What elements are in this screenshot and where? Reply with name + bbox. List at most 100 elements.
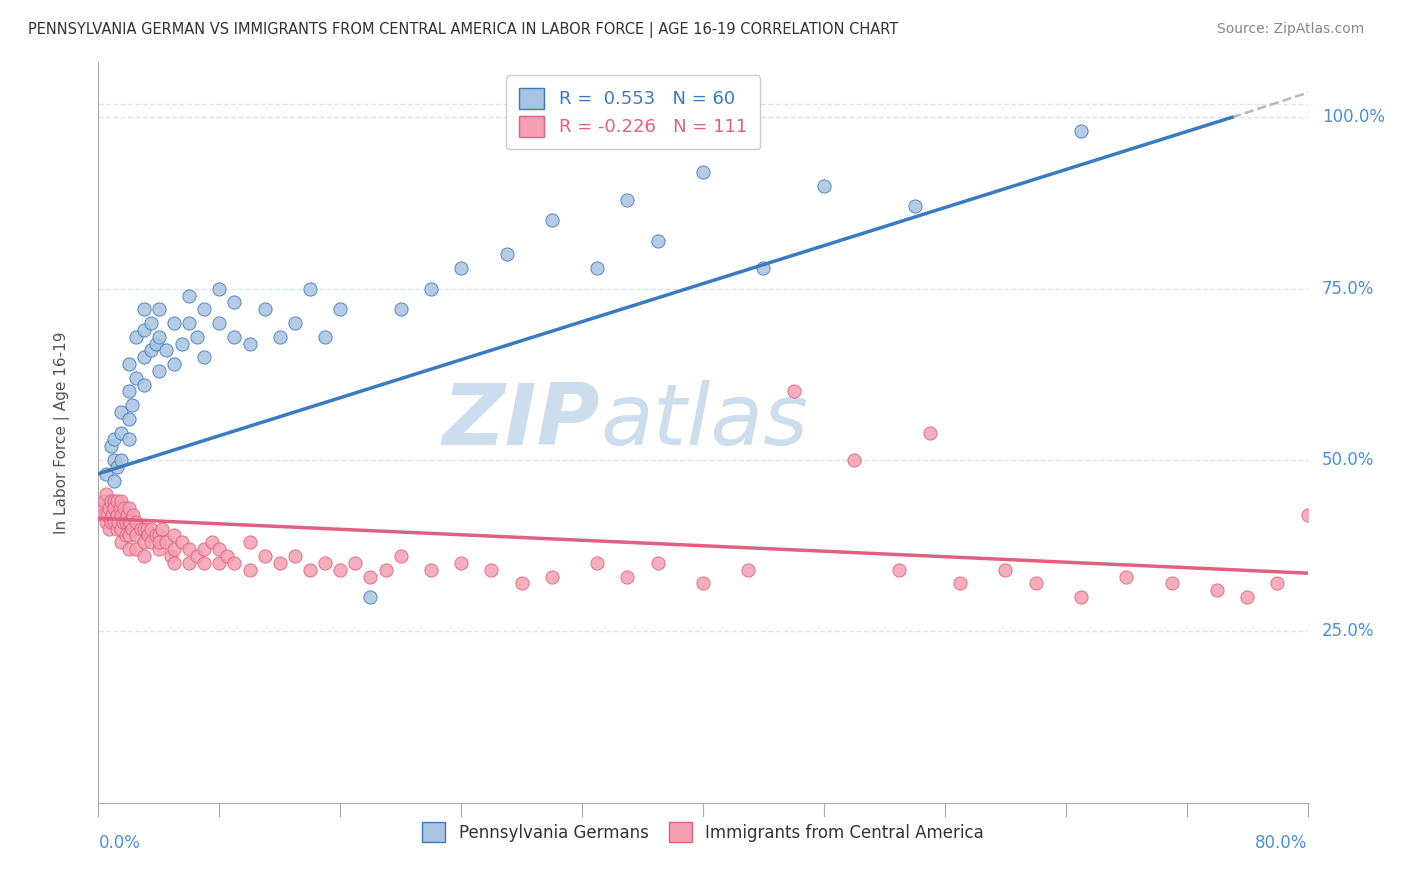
Point <box>163 316 186 330</box>
Point <box>94 467 117 481</box>
Point <box>101 508 124 522</box>
Point <box>105 508 128 522</box>
Text: 50.0%: 50.0% <box>1322 451 1375 469</box>
Point <box>110 535 132 549</box>
Point <box>118 515 141 529</box>
Text: ZIP: ZIP <box>443 380 600 463</box>
Point <box>121 398 143 412</box>
Point <box>314 329 336 343</box>
Point <box>118 501 141 516</box>
Point <box>110 425 132 440</box>
Point <box>215 549 238 563</box>
Point <box>1070 590 1092 604</box>
Point <box>103 515 125 529</box>
Point <box>844 453 866 467</box>
Point <box>105 494 128 508</box>
Point <box>125 329 148 343</box>
Point <box>284 549 307 563</box>
Point <box>1160 576 1182 591</box>
Point <box>224 556 246 570</box>
Point <box>616 193 638 207</box>
Point <box>105 522 128 536</box>
Point <box>450 261 472 276</box>
Point <box>148 364 170 378</box>
Point <box>91 508 114 522</box>
Text: In Labor Force | Age 16-19: In Labor Force | Age 16-19 <box>55 331 70 534</box>
Point <box>586 261 609 276</box>
Point <box>105 459 128 474</box>
Point <box>125 542 148 557</box>
Point <box>224 295 246 310</box>
Text: atlas: atlas <box>600 380 808 463</box>
Point <box>783 384 806 399</box>
Point <box>98 501 121 516</box>
Point <box>114 515 136 529</box>
Point <box>186 549 208 563</box>
Point <box>108 501 131 516</box>
Text: 75.0%: 75.0% <box>1322 280 1375 298</box>
Point <box>132 323 155 337</box>
Point <box>118 384 141 399</box>
Point <box>125 515 148 529</box>
Point <box>737 563 759 577</box>
Legend: Pennsylvania Germans, Immigrants from Central America: Pennsylvania Germans, Immigrants from Ce… <box>413 814 993 850</box>
Point <box>107 515 129 529</box>
Point <box>135 522 157 536</box>
Text: 25.0%: 25.0% <box>1322 623 1375 640</box>
Text: 80.0%: 80.0% <box>1256 834 1308 852</box>
Point <box>1386 590 1406 604</box>
Point <box>540 213 562 227</box>
Point <box>163 528 186 542</box>
Point <box>193 350 215 364</box>
Point <box>253 549 276 563</box>
Point <box>179 556 201 570</box>
Point <box>110 522 132 536</box>
Point <box>179 542 201 557</box>
Point <box>100 515 122 529</box>
Point <box>1267 576 1289 591</box>
Point <box>329 563 352 577</box>
Point <box>208 316 231 330</box>
Point <box>132 302 155 317</box>
Point <box>110 494 132 508</box>
Point <box>118 357 141 371</box>
Point <box>692 165 714 179</box>
Point <box>150 522 173 536</box>
Point <box>115 508 138 522</box>
Point <box>299 563 322 577</box>
Point <box>389 302 412 317</box>
Text: Source: ZipAtlas.com: Source: ZipAtlas.com <box>1216 22 1364 37</box>
Point <box>314 556 336 570</box>
Point <box>889 563 911 577</box>
Point <box>141 343 163 358</box>
Point <box>90 501 112 516</box>
Point <box>269 329 291 343</box>
Point <box>103 453 125 467</box>
Point <box>163 542 186 557</box>
Point <box>344 556 367 570</box>
Point <box>647 556 669 570</box>
Point <box>118 528 141 542</box>
Point <box>1296 508 1319 522</box>
Point <box>284 316 307 330</box>
Point <box>1024 576 1046 591</box>
Point <box>93 494 115 508</box>
Point <box>110 405 132 419</box>
Point <box>208 542 231 557</box>
Point <box>1206 583 1229 598</box>
Point <box>495 247 517 261</box>
Point <box>148 535 170 549</box>
Point <box>148 542 170 557</box>
Point <box>100 439 122 453</box>
Point <box>253 302 276 317</box>
Point <box>647 234 669 248</box>
Point <box>389 549 412 563</box>
Point <box>813 178 835 193</box>
Point <box>163 556 186 570</box>
Point <box>141 522 163 536</box>
Point <box>170 535 193 549</box>
Point <box>239 336 262 351</box>
Point <box>450 556 472 570</box>
Point <box>110 453 132 467</box>
Point <box>179 288 201 302</box>
